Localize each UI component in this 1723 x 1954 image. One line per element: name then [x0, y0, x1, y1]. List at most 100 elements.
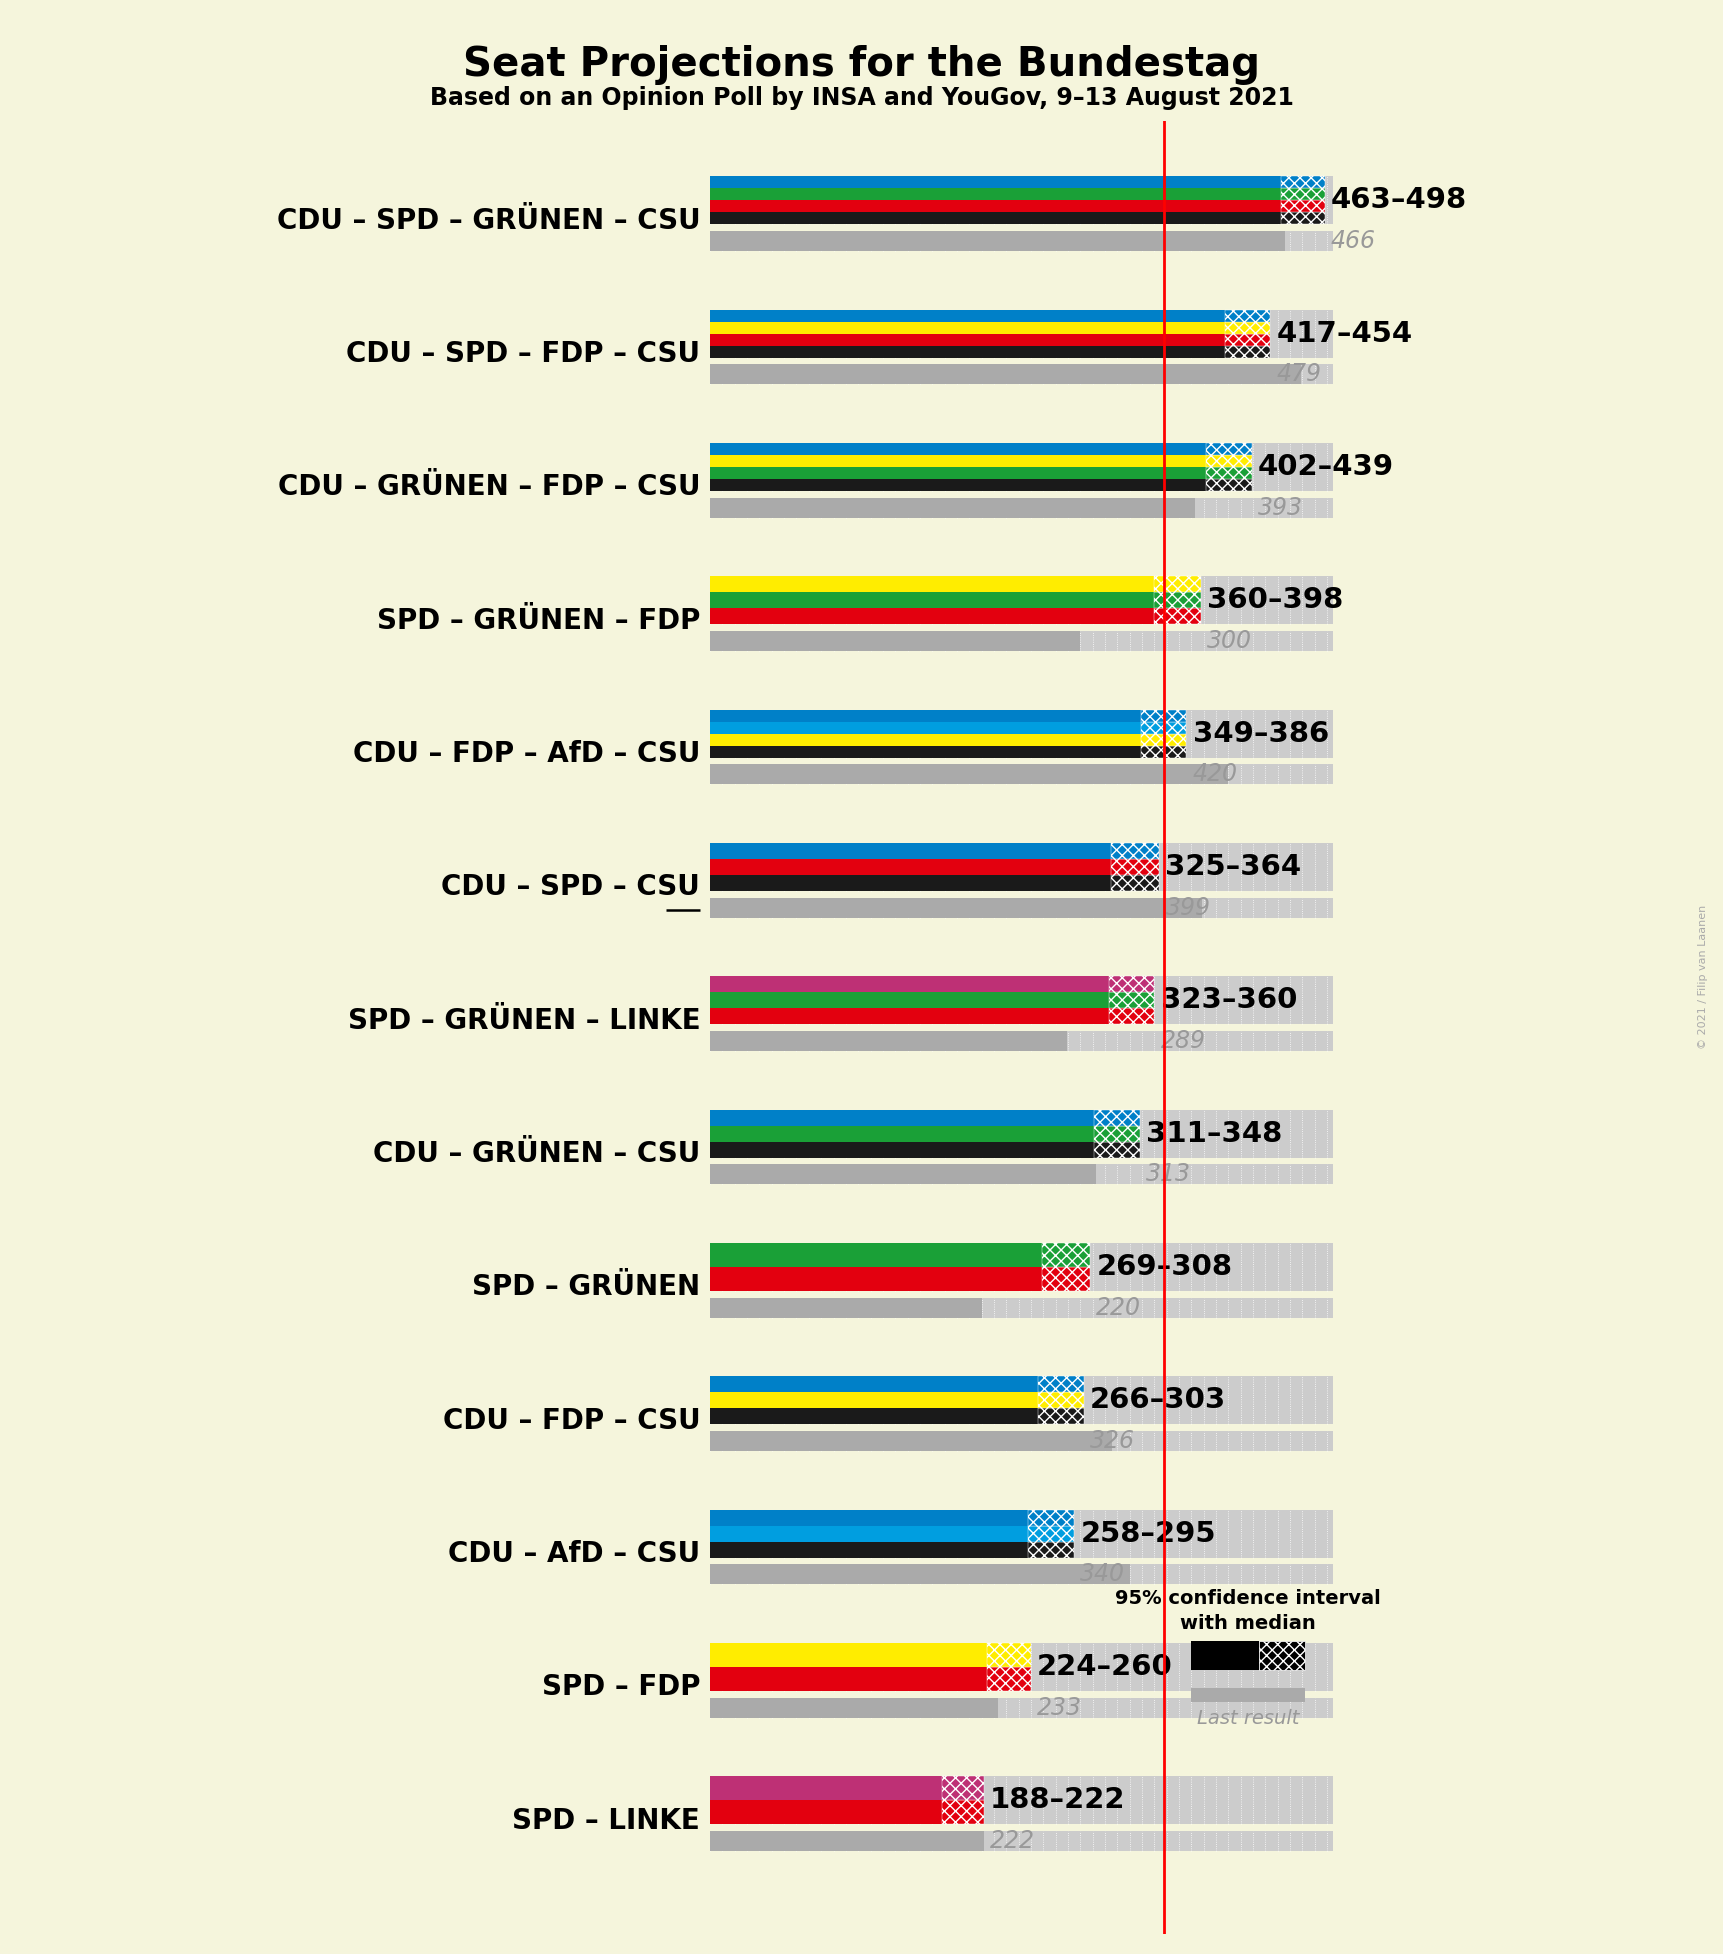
Bar: [1108, 993, 1154, 1008]
Bar: [1206, 444, 1251, 455]
Bar: [710, 201, 1280, 213]
Bar: [710, 1032, 1332, 1051]
Text: 300: 300: [1206, 629, 1251, 653]
Bar: [941, 1776, 984, 1800]
Bar: [1094, 1110, 1139, 1126]
Bar: [710, 455, 1206, 467]
Bar: [710, 311, 1223, 322]
Bar: [710, 1297, 1332, 1317]
Bar: [710, 1542, 1029, 1557]
Bar: [710, 1565, 1332, 1585]
Bar: [710, 735, 1141, 746]
Bar: [710, 1643, 1332, 1690]
Bar: [710, 1141, 1094, 1159]
Bar: [1037, 1393, 1084, 1409]
Text: 393: 393: [1258, 496, 1303, 520]
Text: 420: 420: [1192, 762, 1237, 786]
Bar: [710, 231, 1332, 252]
Bar: [710, 467, 1206, 479]
Bar: [1154, 592, 1201, 608]
Bar: [1141, 746, 1185, 758]
Bar: [710, 1165, 1332, 1184]
Bar: [710, 860, 1111, 875]
Bar: [710, 176, 1332, 225]
Bar: [1191, 1641, 1260, 1671]
Bar: [710, 709, 1332, 758]
Text: 233: 233: [1037, 1696, 1082, 1720]
Bar: [1108, 977, 1154, 993]
Bar: [1206, 467, 1251, 479]
Bar: [710, 1126, 1094, 1141]
Bar: [710, 1831, 1332, 1850]
Bar: [710, 346, 1223, 358]
Bar: [1094, 1126, 1139, 1141]
Bar: [986, 1643, 1030, 1667]
Bar: [1108, 1008, 1154, 1024]
Bar: [710, 176, 1280, 188]
Text: CDU – SPD – FDP – CSU: CDU – SPD – FDP – CSU: [346, 340, 700, 367]
Bar: [710, 1243, 1041, 1266]
Text: © 2021 / Filip van Laanen: © 2021 / Filip van Laanen: [1697, 905, 1707, 1049]
Bar: [1141, 709, 1185, 721]
Text: SPD – GRÜNEN – FDP: SPD – GRÜNEN – FDP: [377, 608, 700, 635]
Bar: [710, 993, 1108, 1008]
Bar: [1154, 608, 1201, 625]
Bar: [710, 1393, 1037, 1409]
Bar: [710, 1376, 1037, 1393]
Bar: [710, 977, 1332, 1024]
Bar: [710, 1510, 1029, 1526]
Bar: [710, 1409, 1037, 1424]
Bar: [710, 1032, 1067, 1051]
Bar: [710, 631, 1080, 651]
Bar: [710, 1776, 941, 1800]
Bar: [1206, 455, 1251, 467]
Text: Based on an Opinion Poll by INSA and YouGov, 9–13 August 2021: Based on an Opinion Poll by INSA and You…: [429, 86, 1294, 109]
Text: 311–348: 311–348: [1146, 1120, 1282, 1147]
Text: SPD – FDP: SPD – FDP: [541, 1673, 700, 1702]
Bar: [1260, 1641, 1304, 1671]
Bar: [1191, 1688, 1304, 1702]
Text: CDU – GRÜNEN – CSU: CDU – GRÜNEN – CSU: [372, 1139, 700, 1168]
Text: CDU – SPD – CSU: CDU – SPD – CSU: [441, 873, 700, 901]
Bar: [710, 1643, 986, 1667]
Bar: [710, 1430, 1332, 1452]
Bar: [710, 721, 1141, 735]
Bar: [710, 746, 1141, 758]
Bar: [710, 576, 1154, 592]
Bar: [1154, 576, 1201, 592]
Bar: [1223, 334, 1270, 346]
Bar: [1223, 322, 1270, 334]
Bar: [710, 897, 1332, 918]
Text: 325–364: 325–364: [1165, 854, 1301, 881]
Bar: [710, 576, 1332, 625]
Bar: [710, 1430, 1111, 1452]
Text: SPD – LINKE: SPD – LINKE: [512, 1807, 700, 1835]
Bar: [710, 1526, 1029, 1542]
Bar: [1280, 201, 1323, 213]
Text: 266–303: 266–303: [1089, 1387, 1225, 1415]
Bar: [710, 1297, 980, 1317]
Text: 466: 466: [1330, 229, 1375, 254]
Text: 188–222: 188–222: [989, 1786, 1125, 1815]
Bar: [1041, 1243, 1089, 1266]
Bar: [1280, 213, 1323, 225]
Bar: [710, 1110, 1094, 1126]
Text: 326: 326: [1089, 1428, 1134, 1454]
Bar: [941, 1800, 984, 1825]
Text: 479: 479: [1275, 363, 1322, 387]
Bar: [710, 1565, 1129, 1585]
Bar: [710, 1008, 1108, 1024]
Bar: [1029, 1542, 1073, 1557]
Text: SPD – GRÜNEN – LINKE: SPD – GRÜNEN – LINKE: [348, 1006, 700, 1036]
Bar: [1037, 1409, 1084, 1424]
Bar: [1111, 860, 1158, 875]
Text: CDU – FDP – AfD – CSU: CDU – FDP – AfD – CSU: [353, 741, 700, 768]
Bar: [710, 365, 1301, 385]
Text: 220: 220: [1096, 1296, 1141, 1319]
Bar: [710, 764, 1228, 784]
Bar: [710, 1165, 1096, 1184]
Text: 222: 222: [989, 1829, 1034, 1852]
Bar: [710, 842, 1111, 860]
Bar: [1206, 479, 1251, 490]
Bar: [710, 498, 1194, 518]
